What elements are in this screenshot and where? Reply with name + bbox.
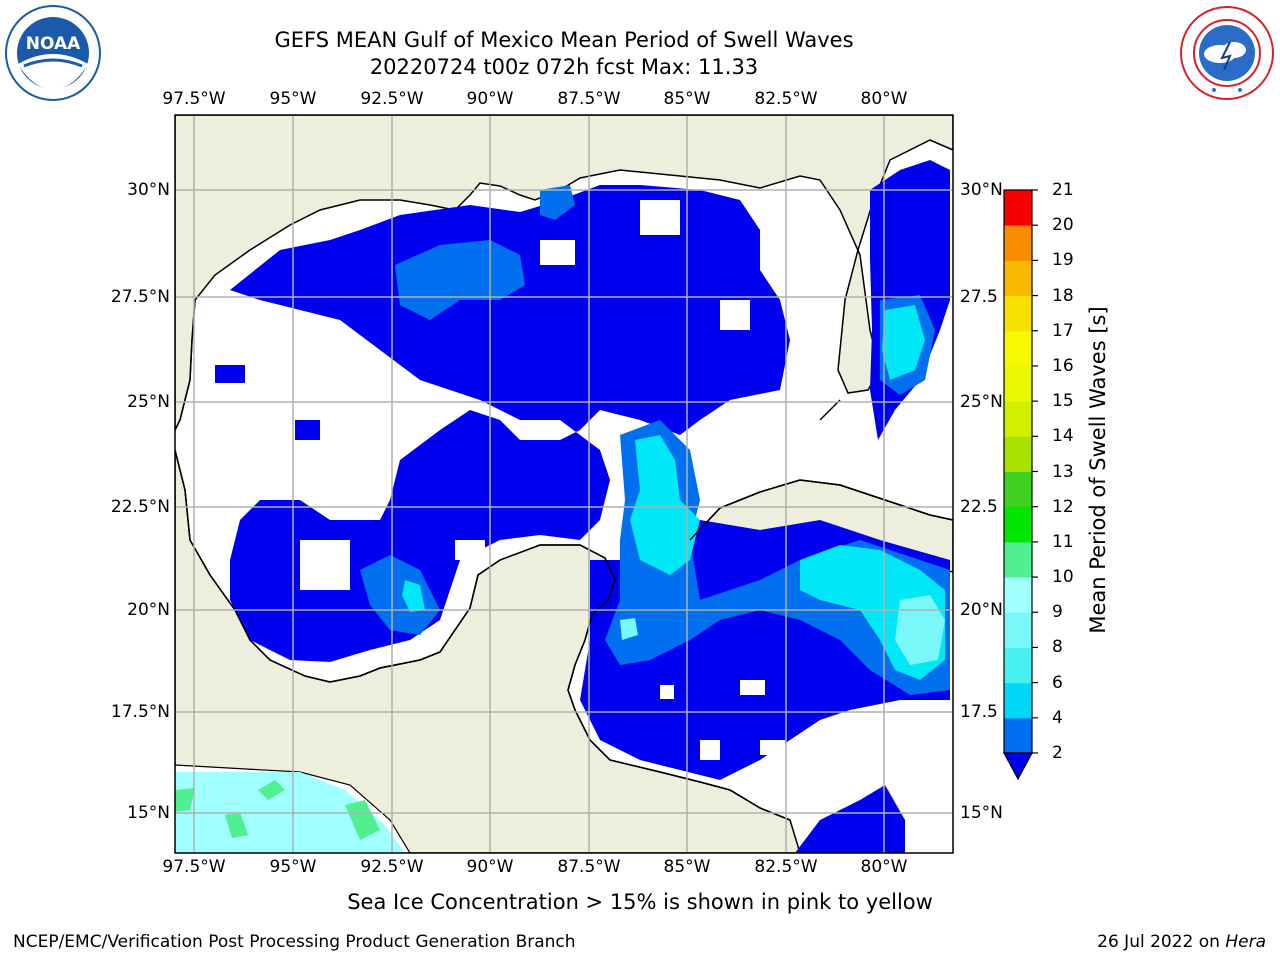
- colorbar-segment: [1004, 295, 1032, 332]
- lon-tick-label-top: 92.5°W: [360, 89, 424, 109]
- colorbar-segment: [1004, 225, 1032, 261]
- footer-credit: NCEP/EMC/Verification Post Processing Pr…: [13, 932, 576, 952]
- lat-tick-label-right: 20°N: [960, 600, 1003, 620]
- colorbar-tick-label: 21: [1052, 180, 1074, 200]
- colorbar-tick-label: 17: [1052, 320, 1074, 341]
- colorbar-tick-label: 20: [1052, 215, 1074, 236]
- lon-tick-label-bottom: 95°W: [269, 857, 317, 877]
- lat-tick-label-left: 22.5°N: [110, 497, 170, 517]
- colorbar-tick-label: 15: [1052, 391, 1074, 412]
- lon-tick-label-top: 90°W: [466, 89, 514, 109]
- colorbar-segment: [1004, 190, 1032, 226]
- footer-host: Hera: [1225, 932, 1266, 952]
- colorbar-segment: [1004, 260, 1032, 297]
- colorbar-under-arrow: [1002, 752, 1034, 781]
- colorbar-segment: [1004, 717, 1032, 754]
- lat-tick-label-left: 20°N: [127, 600, 170, 620]
- noaa-logo-text: NOAA: [26, 34, 81, 54]
- colorbar-segment: [1004, 612, 1032, 648]
- colorbar: [1002, 189, 1038, 781]
- lon-tick-label-top: 80°W: [860, 89, 908, 109]
- lat-tick-label-right: 27.5: [960, 287, 998, 307]
- colorbar-segment: [1004, 471, 1032, 508]
- colorbar-tick-label: 16: [1052, 355, 1074, 376]
- nws-logo: [1178, 4, 1276, 102]
- lon-tick-label-bottom: 82.5°W: [754, 857, 818, 877]
- sea-ice-note: Sea Ice Concentration > 15% is shown in …: [347, 890, 933, 914]
- land-north-coast: [175, 115, 953, 431]
- lon-tick-label-top: 95°W: [269, 89, 317, 109]
- colorbar-segment: [1004, 647, 1032, 684]
- lon-tick-label-bottom: 80°W: [860, 857, 908, 877]
- colorbar-segment: [1004, 506, 1032, 543]
- lat-tick-label-left: 27.5°N: [110, 287, 170, 307]
- noaa-logo: NOAA: [4, 4, 102, 102]
- colorbar-tick-label: 13: [1052, 461, 1074, 482]
- colorbar-tick-label: 2: [1052, 743, 1063, 763]
- lon-tick-label-top: 87.5°W: [557, 89, 621, 109]
- swell-field-pacific-green: [175, 780, 380, 840]
- colorbar-tick-label: 11: [1052, 531, 1074, 552]
- lat-tick-label-right: 30°N: [960, 180, 1003, 200]
- lon-tick-label-bottom: 97.5°W: [162, 857, 226, 877]
- lat-tick-label-left: 17.5°N: [110, 702, 170, 722]
- lat-tick-label-right: 17.5: [960, 702, 998, 722]
- lat-tick-label-right: 15°N: [960, 803, 1003, 823]
- colorbar-tick-label: 4: [1052, 707, 1063, 728]
- colorbar-tick-label: 6: [1052, 672, 1063, 693]
- colorbar-tick-label: 18: [1052, 285, 1074, 306]
- colorbar-segment: [1004, 682, 1032, 719]
- colorbar-tick-label: 10: [1052, 567, 1074, 588]
- colorbar-segment: [1004, 365, 1032, 402]
- colorbar-label: Mean Period of Swell Waves [s]: [1086, 306, 1110, 634]
- lon-tick-label-top: 82.5°W: [754, 89, 818, 109]
- lat-tick-label-left: 25°N: [127, 392, 170, 412]
- swell-gaps: [250, 200, 785, 760]
- lat-tick-label-right: 22.5: [960, 497, 998, 517]
- colorbar-tick-label: 9: [1052, 602, 1063, 623]
- footer-date-text: 26 Jul 2022 on: [1097, 932, 1226, 952]
- page-title: GEFS MEAN Gulf of Mexico Mean Period of …: [274, 28, 854, 52]
- colorbar-segment: [1004, 577, 1032, 613]
- map-gridlines: [175, 115, 953, 853]
- lon-tick-label-top: 85°W: [663, 89, 711, 109]
- lon-tick-label-bottom: 90°W: [466, 857, 514, 877]
- swell-field-8s: [620, 595, 945, 665]
- colorbar-segment: [1004, 401, 1032, 437]
- map-frame: [174, 114, 954, 854]
- lat-tick-label-left: 30°N: [127, 180, 170, 200]
- lon-tick-label-bottom: 85°W: [663, 857, 711, 877]
- colorbar-segment: [1004, 541, 1032, 578]
- lon-tick-label-top: 97.5°W: [162, 89, 226, 109]
- colorbar-segment: [1004, 436, 1032, 472]
- lat-tick-label-right: 25°N: [960, 392, 1003, 412]
- lon-tick-label-bottom: 87.5°W: [557, 857, 621, 877]
- colorbar-tick-label: 12: [1052, 496, 1074, 517]
- lon-tick-label-bottom: 92.5°W: [360, 857, 424, 877]
- colorbar-tick-label: 19: [1052, 250, 1074, 271]
- footer-date: 26 Jul 2022 on Hera: [1097, 932, 1266, 952]
- lat-tick-label-left: 15°N: [127, 803, 170, 823]
- colorbar-tick-label: 14: [1052, 426, 1074, 447]
- colorbar-tick-label: 8: [1052, 637, 1063, 658]
- page-subtitle: 20220724 t00z 072h fcst Max: 11.33: [369, 55, 759, 79]
- colorbar-segment: [1004, 330, 1032, 367]
